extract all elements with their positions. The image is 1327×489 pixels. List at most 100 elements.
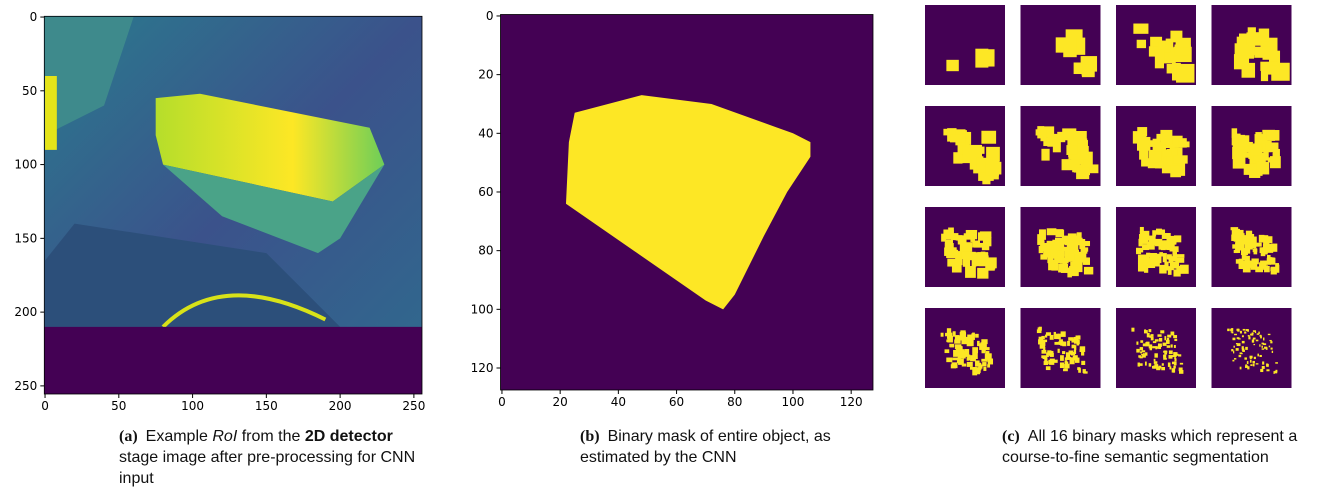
mask-blob: [1140, 356, 1143, 358]
mask-blob: [1138, 243, 1142, 247]
mask-blob: [1156, 229, 1162, 235]
mask-blob: [1239, 355, 1242, 357]
mask-blob: [983, 367, 986, 371]
mask-blob: [1150, 140, 1159, 147]
caption-text: Binary mask of entire object, as estimat…: [580, 428, 831, 466]
mask-blob: [1173, 335, 1177, 338]
mask-blob: [1254, 47, 1270, 58]
mask-blob: [1055, 238, 1062, 244]
mask-blob: [1169, 258, 1174, 263]
image-b: 020406080100120020406080100120: [471, 9, 873, 409]
mask-blob: [1146, 253, 1150, 257]
mask-blob: [1136, 349, 1139, 353]
mask-blob: [980, 342, 987, 348]
mask-blob: [1234, 334, 1237, 335]
caption-label: (c): [1002, 428, 1020, 445]
mask-blob: [1251, 258, 1258, 264]
mask-blob: [974, 243, 985, 248]
mask-blob: [1065, 361, 1068, 364]
mask-blob: [1153, 240, 1159, 245]
mask-blob: [1154, 353, 1157, 357]
mask-blob: [1167, 335, 1171, 338]
x-tick-label: 0: [498, 395, 506, 409]
mask-blob: [1138, 363, 1142, 366]
mask-blob: [1253, 344, 1255, 345]
mask-blob: [1244, 164, 1257, 175]
x-tick-label: 100: [782, 395, 805, 409]
mask-blob: [1266, 130, 1279, 141]
mask-blob: [965, 266, 976, 278]
mask-blob: [1071, 339, 1076, 343]
mask-blob: [1264, 266, 1270, 272]
mask-blob: [1162, 150, 1172, 156]
mask-blob: [1267, 65, 1280, 74]
mask-blob: [986, 351, 990, 354]
mask-blob: [1176, 254, 1185, 258]
mask-blob: [1250, 145, 1262, 156]
mask-blob: [1260, 247, 1268, 253]
mask-blob: [1131, 328, 1134, 332]
mask-blob: [1166, 39, 1174, 50]
mask-blob: [1074, 62, 1083, 74]
mask-blob: [1136, 341, 1138, 344]
mask-blob: [1150, 346, 1152, 350]
mask-blob: [1168, 362, 1171, 366]
mask-blob: [1141, 234, 1147, 243]
mask-blob: [1077, 367, 1080, 370]
mask-blob: [947, 333, 952, 339]
caption: (a)Example RoI from the 2D detector stag…: [119, 426, 429, 489]
caption: (c)All 16 binary masks which represent a…: [1002, 426, 1320, 468]
mask-blob: [1063, 369, 1068, 372]
mask-blob: [1244, 332, 1246, 334]
mask-blob: [1167, 345, 1171, 348]
mask-blob: [1172, 362, 1176, 365]
y-tick-label: 150: [14, 231, 37, 245]
x-tick-label: 0: [41, 399, 49, 413]
mask-blob: [1256, 340, 1259, 342]
mask-blob: [1149, 329, 1152, 332]
mask-blob: [947, 250, 958, 256]
mask-blob: [1171, 344, 1173, 347]
mask-blob: [1256, 363, 1259, 364]
mask-blob: [954, 339, 960, 343]
caption-text: 2D detector: [305, 428, 393, 445]
mask-blob: [1144, 330, 1148, 333]
mask-blob: [1063, 47, 1076, 57]
mask-blob: [977, 49, 995, 66]
mask-blob: [1152, 346, 1156, 348]
mask-blob: [987, 364, 990, 367]
mask-blob: [1255, 132, 1261, 139]
x-tick-label: 80: [727, 395, 742, 409]
mask-blob: [1242, 335, 1244, 337]
mask-blob: [1250, 360, 1252, 363]
mask-blob: [1169, 366, 1171, 369]
mask-blob: [1169, 248, 1174, 252]
mask-grid: [925, 5, 1292, 388]
mask-blob: [956, 346, 963, 350]
mask-blob: [972, 347, 978, 353]
mask-blob: [1180, 265, 1189, 274]
mask-blob: [1058, 349, 1060, 353]
mask-blob: [1259, 29, 1269, 42]
mask-blob: [1155, 346, 1157, 349]
mask-blob: [1264, 236, 1272, 243]
mask-blob: [1141, 354, 1143, 356]
mask-blob: [1234, 358, 1236, 359]
mask-blob: [1254, 248, 1258, 254]
y-tick-label: 40: [478, 126, 493, 140]
mask-blob: [1231, 227, 1239, 230]
mask-blob: [977, 341, 980, 346]
mask-blob: [1173, 155, 1188, 163]
mask-blob: [986, 162, 999, 176]
mask-blob: [1266, 347, 1268, 350]
mask-blob: [1268, 334, 1271, 335]
y-tick-label: 20: [478, 68, 493, 82]
y-tick-label: 100: [14, 158, 37, 172]
mask-blob: [1248, 336, 1250, 339]
x-tick-label: 20: [553, 395, 568, 409]
mask-blob: [1255, 332, 1256, 334]
x-tick-label: 50: [111, 399, 126, 413]
mask-blob: [1137, 40, 1146, 48]
mask-blob: [1164, 350, 1167, 352]
mask-blob: [1238, 135, 1249, 146]
